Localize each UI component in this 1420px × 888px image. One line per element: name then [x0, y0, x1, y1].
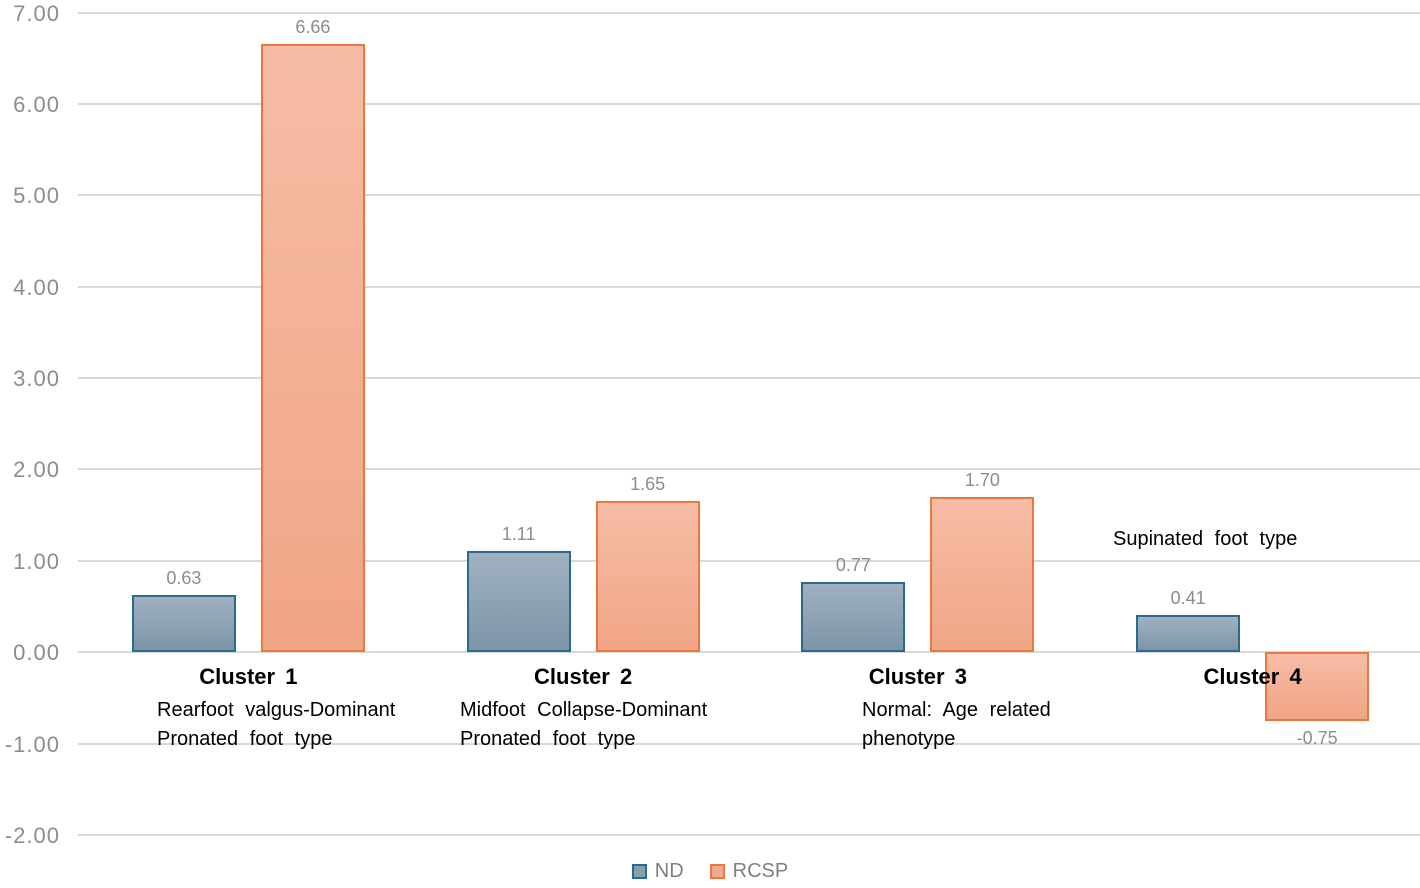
category-label-cluster-2: Cluster 2 [534, 664, 633, 689]
category-description-line: Pronated foot type [460, 728, 636, 750]
nd-swatch-icon [631, 864, 647, 879]
gridline [78, 468, 1420, 471]
y-axis-tick-label: 1.00 [13, 548, 60, 574]
gridline [78, 651, 1420, 654]
category-description-line: Normal: Age related [862, 699, 1051, 721]
legend-label-rcsp: RCSP [732, 860, 789, 882]
data-label-rcsp: 1.65 [630, 474, 666, 495]
data-label-rcsp: 6.66 [295, 16, 331, 37]
category-description-line: Pronated foot type [157, 728, 333, 750]
bar-nd-cluster-2 [466, 550, 571, 653]
bar-nd-cluster-3 [801, 581, 906, 653]
gridline [78, 102, 1420, 105]
category-label-cluster-4: Cluster 4 [1203, 664, 1302, 689]
gridline [78, 194, 1420, 197]
legend-item-rcsp: RCSP [709, 860, 789, 883]
data-label-nd: 0.77 [835, 554, 871, 575]
y-axis-tick-label: 0.00 [13, 640, 60, 666]
gridline [78, 377, 1420, 380]
category-description: Normal: Age related phenotype [862, 696, 1051, 754]
y-axis-tick-label: 6.00 [13, 91, 60, 117]
data-label-nd: 0.63 [166, 567, 202, 588]
data-label-rcsp: -0.75 [1296, 727, 1338, 748]
category-description: Midfoot Collapse-Dominant Pronated foot t… [460, 696, 707, 754]
gridline [78, 559, 1420, 562]
chart-legend: ND RCSP [0, 860, 1420, 883]
gridline [78, 11, 1420, 14]
bar-rcsp-cluster-3 [930, 496, 1035, 653]
legend-label-nd: ND [654, 860, 684, 882]
bar-nd-cluster-1 [131, 594, 236, 653]
gridline [78, 834, 1420, 836]
legend-item-nd: ND [631, 860, 684, 883]
bar-rcsp-cluster-1 [260, 43, 365, 653]
annotation-supinated-foot-type: Supinated foot type [1113, 528, 1298, 550]
data-label-nd: 0.41 [1170, 587, 1206, 608]
rcsp-swatch-icon [709, 864, 725, 879]
y-axis-tick-label: 2.00 [13, 457, 60, 483]
gridline [78, 285, 1420, 288]
bar-rcsp-cluster-2 [595, 501, 700, 653]
y-axis-tick-label: 7.00 [13, 0, 60, 26]
y-axis-tick-label: 3.00 [13, 366, 60, 392]
data-label-nd: 1.11 [501, 523, 536, 544]
y-axis-tick-label: -1.00 [4, 731, 60, 757]
category-description: Rearfoot valgus-Dominant Pronated foot ty… [157, 696, 395, 754]
bar-nd-cluster-4 [1136, 614, 1241, 653]
bar-rcsp-cluster-4 [1265, 652, 1370, 721]
category-description-line: phenotype [862, 728, 956, 750]
gridline [78, 742, 1420, 745]
y-axis-tick-label: 4.00 [13, 274, 60, 300]
y-axis-tick-label: 5.00 [13, 183, 60, 209]
category-description-line: Rearfoot valgus-Dominant [157, 699, 396, 721]
category-description-line: Midfoot Collapse-Dominant [460, 699, 708, 721]
data-label-rcsp: 1.70 [964, 469, 1000, 490]
category-label-cluster-1: Cluster 1 [199, 664, 298, 689]
y-axis-tick-label: -2.00 [4, 823, 60, 848]
category-label-cluster-3: Cluster 3 [868, 664, 967, 689]
